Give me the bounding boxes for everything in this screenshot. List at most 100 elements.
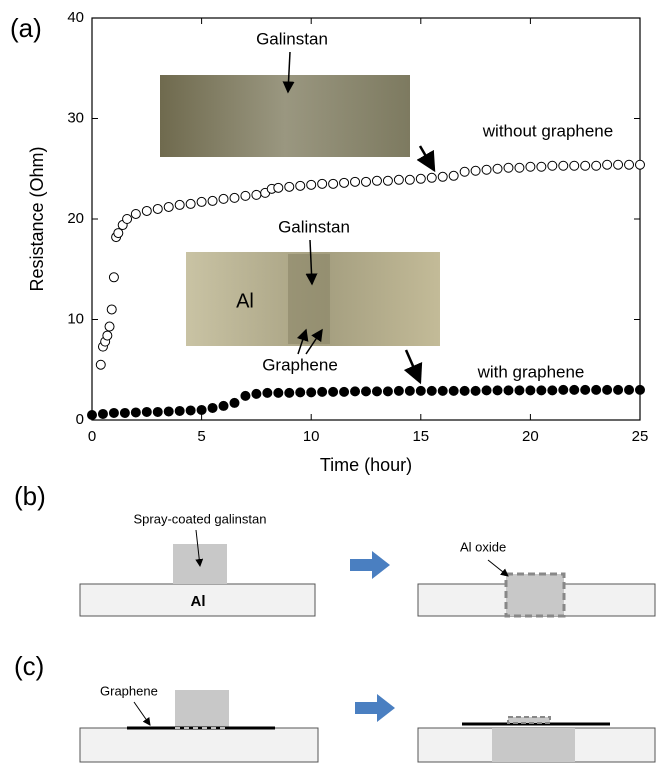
data-point bbox=[536, 385, 547, 396]
data-point bbox=[481, 164, 492, 175]
galinstan bbox=[175, 690, 229, 728]
galinstan-residue bbox=[507, 716, 551, 724]
data-point bbox=[251, 189, 262, 200]
data-point bbox=[514, 385, 525, 396]
arrow bbox=[487, 559, 509, 577]
data-point bbox=[262, 387, 273, 398]
data-point bbox=[503, 162, 514, 173]
data-point bbox=[635, 159, 645, 170]
substrate bbox=[79, 583, 316, 617]
data-point bbox=[141, 406, 152, 417]
data-point bbox=[106, 304, 117, 315]
data-point bbox=[102, 330, 113, 341]
oxide bbox=[504, 572, 566, 618]
data-point bbox=[273, 387, 284, 398]
data-point bbox=[437, 385, 448, 396]
data-point bbox=[273, 182, 284, 193]
x-tick-label: 10 bbox=[303, 428, 320, 445]
y-tick-label: 0 bbox=[76, 411, 84, 428]
data-point bbox=[503, 385, 514, 396]
data-point bbox=[295, 180, 306, 191]
data-point bbox=[591, 384, 602, 395]
panel-label: (a) bbox=[10, 13, 42, 43]
data-point bbox=[104, 321, 115, 332]
data-point bbox=[415, 385, 426, 396]
data-point bbox=[547, 160, 558, 171]
data-point bbox=[558, 384, 569, 395]
data-point bbox=[207, 402, 218, 413]
data-point bbox=[185, 405, 196, 416]
x-tick-label: 20 bbox=[522, 428, 539, 445]
plot-area: 0 5 10 15 20 25 0 10 20 30 40 bbox=[67, 9, 648, 445]
data-point bbox=[218, 400, 229, 411]
data-point bbox=[328, 178, 339, 189]
data-point bbox=[525, 385, 536, 396]
data-point bbox=[152, 406, 163, 417]
arrow bbox=[403, 349, 423, 385]
data-point bbox=[317, 386, 328, 397]
data-point bbox=[492, 163, 503, 174]
data-point bbox=[470, 385, 481, 396]
data-point bbox=[130, 208, 141, 219]
photo-label: Graphene bbox=[262, 355, 338, 374]
data-point bbox=[95, 359, 106, 370]
data-point bbox=[580, 384, 591, 395]
diagram-label: Al oxide bbox=[460, 539, 506, 554]
data-point bbox=[602, 159, 613, 170]
data-point bbox=[350, 386, 361, 397]
data-point bbox=[382, 175, 393, 186]
y-tick-label: 40 bbox=[67, 9, 84, 26]
data-point bbox=[284, 181, 295, 192]
data-point bbox=[525, 161, 536, 172]
x-tick-label: 25 bbox=[632, 428, 649, 445]
arrow bbox=[133, 701, 151, 726]
data-point bbox=[185, 198, 196, 209]
galinstan bbox=[492, 728, 575, 762]
data-point bbox=[580, 160, 591, 171]
data-point bbox=[481, 385, 492, 396]
data-point bbox=[306, 387, 317, 398]
data-point bbox=[382, 386, 393, 397]
data-point bbox=[229, 397, 240, 408]
data-point bbox=[492, 385, 503, 396]
series-label: with graphene bbox=[477, 362, 585, 381]
data-point bbox=[328, 386, 339, 397]
data-point bbox=[295, 387, 306, 398]
panel-label: (c) bbox=[14, 651, 44, 681]
data-point bbox=[122, 214, 133, 224]
photo-strip bbox=[288, 254, 330, 344]
data-point bbox=[624, 384, 635, 395]
data-point bbox=[624, 159, 635, 170]
arrow bbox=[282, 51, 295, 94]
process-arrow bbox=[355, 694, 395, 722]
data-point bbox=[108, 407, 119, 418]
arrow bbox=[416, 145, 436, 173]
diagram-label: Graphene bbox=[100, 683, 158, 698]
data-point bbox=[415, 173, 426, 184]
panel-label: (b) bbox=[14, 481, 46, 511]
data-point bbox=[163, 406, 174, 417]
data-point bbox=[317, 178, 328, 189]
data-point bbox=[569, 384, 580, 395]
data-point bbox=[371, 175, 382, 186]
data-point bbox=[141, 205, 152, 216]
data-point bbox=[152, 203, 163, 214]
data-point bbox=[437, 171, 448, 182]
arrow bbox=[195, 529, 204, 567]
data-point bbox=[229, 192, 240, 203]
data-point bbox=[130, 407, 141, 418]
data-point bbox=[459, 385, 470, 396]
data-point bbox=[361, 386, 371, 397]
data-point bbox=[470, 165, 481, 176]
data-point bbox=[207, 195, 218, 206]
data-point bbox=[393, 174, 404, 185]
arrow bbox=[296, 328, 309, 355]
data-point bbox=[558, 160, 569, 171]
data-point bbox=[97, 408, 108, 419]
data-point bbox=[613, 159, 624, 170]
data-point bbox=[350, 176, 361, 187]
data-point bbox=[196, 196, 207, 207]
data-point bbox=[426, 385, 437, 396]
data-point bbox=[514, 162, 525, 173]
